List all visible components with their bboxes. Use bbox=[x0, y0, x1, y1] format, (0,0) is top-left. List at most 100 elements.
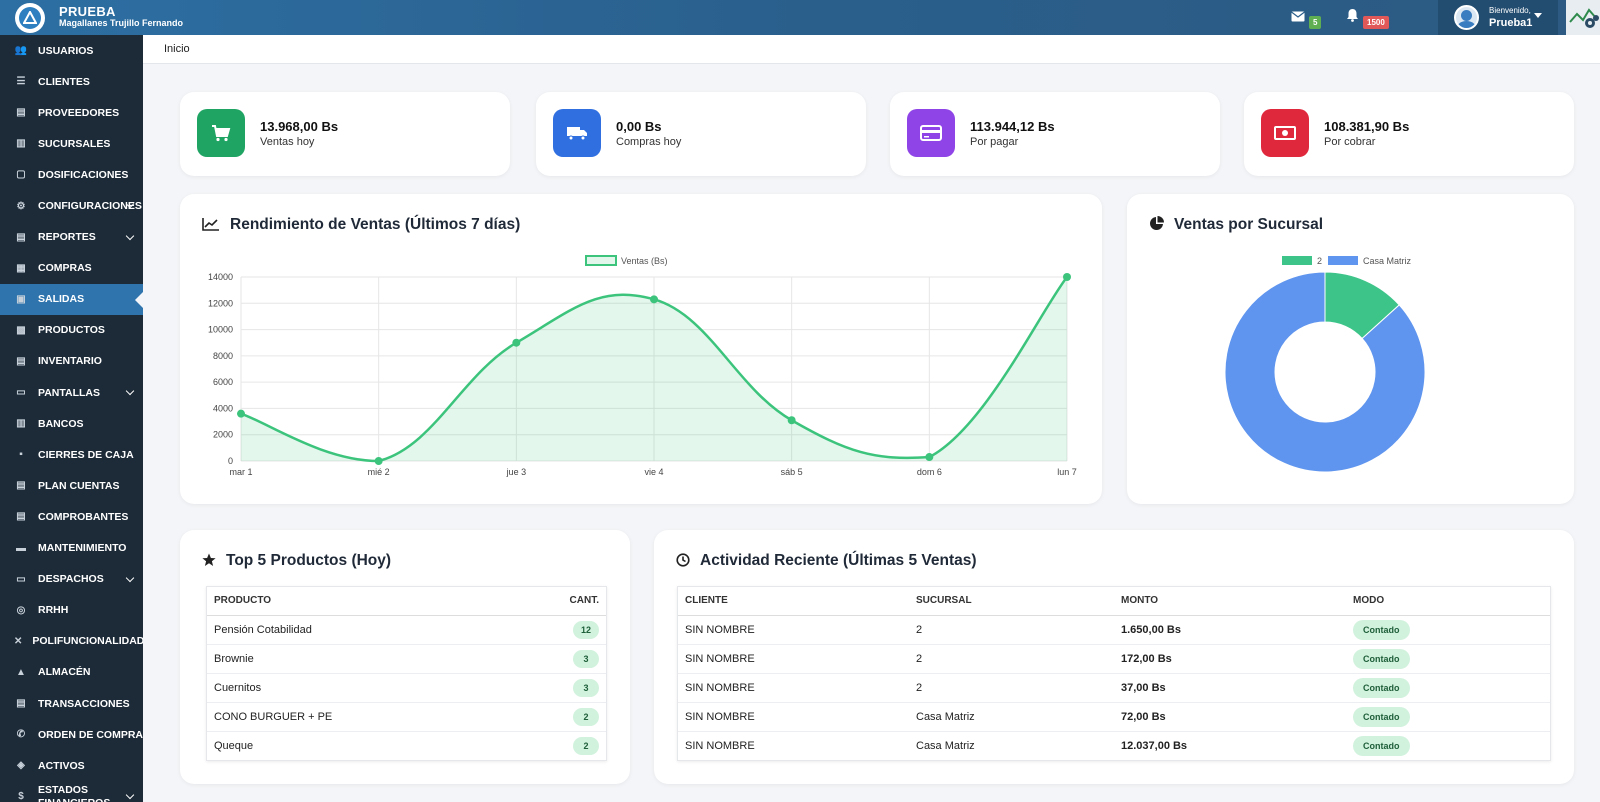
product-qty-cell: 2 bbox=[507, 701, 606, 731]
table-row: Cuernitos 3 bbox=[207, 672, 606, 702]
settings-button[interactable] bbox=[1566, 0, 1600, 35]
pie-slice bbox=[1224, 271, 1426, 473]
sidebar-item-label: PANTALLAS bbox=[38, 386, 101, 399]
monitor-icon: ▭ bbox=[16, 387, 26, 399]
client-name: SIN NOMBRE bbox=[678, 701, 909, 731]
x-tick-label: mié 2 bbox=[368, 467, 390, 477]
sidebar-item-mantenimiento[interactable]: ▬ MANTENIMIENTO bbox=[0, 533, 143, 564]
username[interactable]: Prueba1 bbox=[1489, 17, 1533, 29]
tools-icon: ✕ bbox=[14, 635, 23, 647]
sales-line-chart: 0 2000 4000 6000 8000 10000 12000 14000 mar 1 mié… bbox=[208, 255, 1077, 477]
sidebar-item-inventario[interactable]: ▤ INVENTARIO bbox=[0, 346, 143, 377]
sidebar-item-sucursales[interactable]: ▥ SUCURSALES bbox=[0, 128, 143, 159]
y-tick-label: 0 bbox=[228, 456, 233, 466]
series-area bbox=[241, 277, 1067, 461]
credit-card-icon bbox=[907, 109, 955, 157]
amount: 37,00 Bs bbox=[1114, 672, 1346, 702]
table-header-row: CLIENTE SUCURSAL MONTO MODO bbox=[678, 587, 1550, 616]
welcome-text: Bienvenido, bbox=[1489, 6, 1531, 15]
sidebar-item-reportes[interactable]: ▤ REPORTES bbox=[0, 222, 143, 253]
sidebar-item-usuarios[interactable]: 👥 USUARIOS bbox=[0, 35, 143, 66]
top-products-title: Top 5 Productos (Hoy) bbox=[202, 552, 391, 570]
bell-icon[interactable] bbox=[1346, 8, 1359, 25]
sidebar-item-cierres-de-caja[interactable]: ▪ CIERRES DE CAJA bbox=[0, 439, 143, 470]
sidebar-item-label: ACTIVOS bbox=[38, 759, 85, 772]
branch-name: Casa Matriz bbox=[909, 730, 1114, 760]
sidebar-item-estados-financieros[interactable]: $ ESTADOS FINANCIEROS bbox=[0, 781, 143, 802]
qty-badge: 3 bbox=[573, 678, 599, 697]
sidebar-item-transacciones[interactable]: ▤ TRANSACCIONES bbox=[0, 688, 143, 719]
sidebar-item-orden-de-compra[interactable]: ✆ ORDEN DE COMPRA bbox=[0, 719, 143, 750]
mode-cell: Contado bbox=[1346, 643, 1550, 673]
branch-name: 2 bbox=[909, 614, 1114, 644]
table-row: SIN NOMBRE 2 1.650,00 Bs Contado bbox=[678, 614, 1550, 644]
sidebar-item-polifuncionalidad[interactable]: ✕ POLIFUNCIONALIDAD bbox=[0, 626, 143, 657]
list-icon: ▤ bbox=[16, 480, 26, 492]
sidebar-item-almacén[interactable]: ▲ ALMACÉN bbox=[0, 657, 143, 688]
x-tick-label: vie 4 bbox=[644, 467, 663, 477]
sidebar-item-label: MANTENIMIENTO bbox=[38, 542, 127, 555]
top-products-card: Top 5 Productos (Hoy) PRODUCTO CANT. Pen… bbox=[180, 530, 630, 784]
sidebar-item-compras[interactable]: ▦ COMPRAS bbox=[0, 253, 143, 284]
sidebar-item-despachos[interactable]: ▭ DESPACHOS bbox=[0, 564, 143, 595]
breadcrumb-item-inicio[interactable]: Inicio bbox=[164, 43, 190, 55]
stat-label: Por cobrar bbox=[1324, 136, 1376, 148]
building-icon: ▥ bbox=[16, 138, 26, 150]
phone-icon: ✆ bbox=[16, 729, 26, 741]
clock-icon bbox=[676, 552, 690, 570]
sidebar-item-label: PLAN CUENTAS bbox=[38, 479, 120, 492]
sidebar-item-label: TRANSACCIONES bbox=[38, 697, 130, 710]
client-name: SIN NOMBRE bbox=[678, 614, 909, 644]
legend-label: 2 bbox=[1317, 256, 1322, 266]
app-logo[interactable] bbox=[15, 3, 45, 33]
sidebar-item-proveedores[interactable]: ▤ PROVEEDORES bbox=[0, 97, 143, 128]
mail-icon[interactable] bbox=[1291, 9, 1305, 25]
product-name: Queque bbox=[207, 730, 508, 760]
chevron-down-icon[interactable] bbox=[1534, 13, 1542, 18]
sidebar-item-label: USUARIOS bbox=[38, 44, 94, 57]
sidebar-item-configuraciones[interactable]: ⚙ CONFIGURACIONES bbox=[0, 190, 143, 221]
avatar[interactable] bbox=[1454, 5, 1479, 30]
sidebar-item-plan-cuentas[interactable]: ▤ PLAN CUENTAS bbox=[0, 470, 143, 501]
y-tick-label: 14000 bbox=[208, 272, 233, 282]
sidebar-item-dosificaciones[interactable]: ▢ DOSIFICACIONES bbox=[0, 159, 143, 190]
client-name: SIN NOMBRE bbox=[678, 730, 909, 760]
sidebar-item-clientes[interactable]: ☰ CLIENTES bbox=[0, 66, 143, 97]
sidebar-item-salidas[interactable]: ▣ SALIDAS bbox=[0, 283, 143, 315]
mode-badge: Contado bbox=[1353, 706, 1410, 727]
sidebar-item-pantallas[interactable]: ▭ PANTALLAS bbox=[0, 377, 143, 408]
amount: 1.650,00 Bs bbox=[1114, 614, 1346, 644]
data-point bbox=[237, 409, 245, 418]
stat-label: Compras hoy bbox=[616, 136, 682, 148]
recent-activity-title: Actividad Reciente (Últimas 5 Ventas) bbox=[676, 552, 977, 570]
chevron-down-icon bbox=[125, 573, 135, 582]
sidebar-item-rrhh[interactable]: ◎ RRHH bbox=[0, 595, 143, 626]
product-qty-cell: 2 bbox=[507, 730, 606, 760]
sales-chart-title-text: Rendimiento de Ventas (Últimos 7 días) bbox=[230, 216, 521, 233]
money-icon bbox=[1261, 109, 1309, 157]
qty-badge: 12 bbox=[573, 620, 599, 639]
branch-name: Casa Matriz bbox=[909, 701, 1114, 731]
brand-subtitle: Magallanes Trujillo Fernando bbox=[59, 18, 184, 28]
sidebar-item-label: ESTADOS FINANCIEROS bbox=[38, 784, 110, 802]
branch-chart-title: Ventas por Sucursal bbox=[1149, 216, 1323, 234]
recent-activity-title-text: Actividad Reciente (Últimas 5 Ventas) bbox=[700, 552, 977, 569]
table-row: Pensión Cotabilidad 12 bbox=[207, 614, 606, 644]
sidebar-item-bancos[interactable]: ▥ BANCOS bbox=[0, 408, 143, 439]
amount: 72,00 Bs bbox=[1114, 701, 1346, 731]
gears-icon bbox=[1569, 8, 1599, 28]
people-search-icon: ◎ bbox=[16, 604, 26, 616]
sidebar-item-comprobantes[interactable]: ▤ COMPROBANTES bbox=[0, 501, 143, 532]
sidebar: 👥 USUARIOS ☰ CLIENTES ▤ PROVEEDORES ▥ SUCURSALE… bbox=[0, 35, 143, 802]
data-point bbox=[925, 453, 934, 462]
sidebar-item-label: CLIENTES bbox=[38, 75, 90, 88]
mode-cell: Contado bbox=[1346, 614, 1550, 644]
y-tick-label: 6000 bbox=[213, 377, 233, 387]
warehouse-icon: ▲ bbox=[16, 666, 26, 678]
sidebar-item-activos[interactable]: ◈ ACTIVOS bbox=[0, 750, 143, 781]
x-tick-label: mar 1 bbox=[229, 467, 252, 477]
sidebar-item-productos[interactable]: ▩ PRODUCTOS bbox=[0, 315, 143, 346]
sidebar-item-label: COMPRAS bbox=[38, 262, 92, 275]
inventory-icon: ▤ bbox=[16, 355, 26, 367]
y-tick-label: 2000 bbox=[213, 430, 233, 440]
